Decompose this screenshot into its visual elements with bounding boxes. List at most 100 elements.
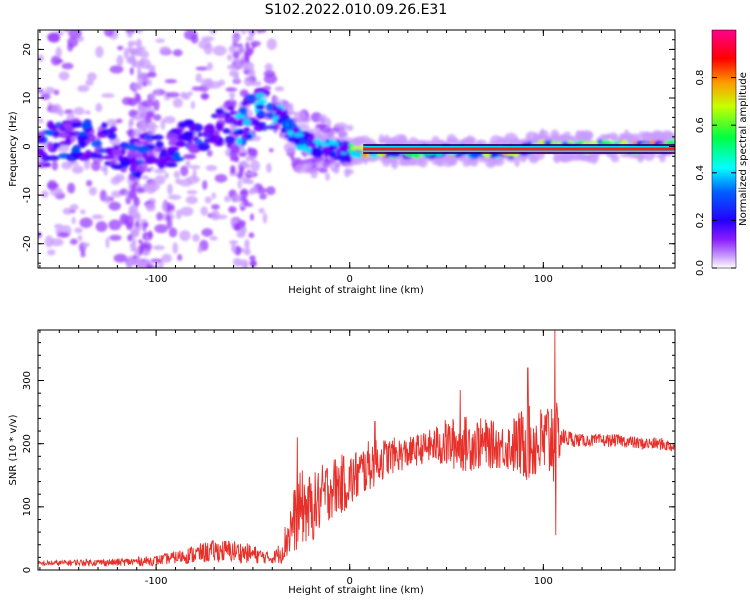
ridge-blob [143, 158, 155, 165]
ridge-blob [272, 105, 278, 111]
noise-blob [140, 100, 155, 108]
noise-blob [161, 253, 172, 263]
ridge-blob [301, 146, 311, 152]
noise-blob [471, 137, 476, 142]
noise-blob [205, 164, 218, 172]
ridge-blob [108, 159, 117, 165]
noise-blob [80, 209, 86, 215]
noise-blob [333, 167, 340, 174]
ridge-blob [265, 90, 271, 97]
noise-blob [135, 38, 142, 49]
noise-blob [183, 30, 198, 40]
noise-blob [249, 213, 255, 221]
noise-blob [238, 152, 247, 157]
ridge-blob [169, 150, 175, 156]
noise-blob [113, 253, 128, 263]
ridge-blob [84, 149, 92, 159]
noise-blob [503, 132, 518, 145]
x-tick-label: -100 [145, 274, 168, 285]
ridge-blob [58, 124, 66, 132]
ridge-blob [107, 132, 117, 140]
ridge-blob [160, 148, 168, 158]
noise-blob [179, 230, 191, 242]
noise-blob [139, 241, 152, 252]
noise-blob [130, 213, 142, 219]
noise-blob [38, 88, 45, 94]
ridge-blob [91, 139, 103, 148]
ridge-blob [258, 110, 266, 116]
noise-blob [153, 99, 160, 111]
noise-blob [290, 155, 295, 161]
y-tick-label: 200 [22, 434, 33, 453]
noise-blob [150, 258, 162, 263]
noise-blob [246, 171, 255, 176]
noise-blob [129, 117, 134, 127]
ridge-blob [308, 132, 315, 142]
ridge-blob [235, 113, 241, 120]
noise-blob [353, 136, 366, 145]
y-tick-label: 10 [22, 92, 33, 105]
noise-blob [140, 113, 145, 118]
noise-blob [256, 30, 264, 34]
noise-blob [383, 134, 391, 145]
noise-blob [310, 168, 318, 179]
noise-blob [259, 192, 267, 200]
noise-blob [100, 165, 107, 172]
colorbar-gradient [711, 29, 737, 269]
noise-blob [172, 97, 183, 108]
snr-y-axis-label: SNR (10 * v/v) [8, 414, 19, 485]
noise-blob [155, 89, 160, 96]
noise-blob [147, 230, 153, 240]
noise-blob [138, 262, 145, 268]
noise-blob [240, 21, 246, 30]
noise-blob [232, 193, 242, 203]
ridge-blob [281, 120, 288, 129]
noise-blob [601, 134, 610, 141]
noise-blob [265, 186, 276, 196]
ridge-blob [80, 121, 92, 129]
noise-blob [195, 73, 202, 83]
ridge-blob [183, 153, 197, 160]
noise-blob [248, 148, 258, 157]
noise-blob [167, 183, 173, 195]
ridge-blob [328, 151, 337, 158]
colorbar-tick-label: 0.0 [695, 260, 706, 276]
noise-blob [230, 165, 236, 174]
noise-blob [71, 165, 84, 174]
noise-blob [436, 158, 445, 167]
noise-blob [224, 195, 231, 203]
noise-blob [127, 97, 138, 107]
noise-blob [123, 47, 130, 60]
ridge-blob [120, 167, 127, 173]
ridge-blob [291, 126, 301, 134]
ridge-blob [246, 133, 253, 140]
noise-blob [105, 237, 110, 249]
noise-blob [64, 30, 69, 32]
noise-blob [264, 63, 273, 72]
noise-blob [317, 133, 329, 141]
ridge-blob [121, 145, 129, 150]
noise-blob [178, 178, 193, 187]
ridge-blob [155, 140, 164, 149]
noise-blob [87, 72, 97, 81]
noise-blob [73, 107, 85, 116]
noise-blob [69, 238, 78, 245]
noise-blob [185, 195, 198, 205]
noise-blob [205, 78, 214, 90]
noise-blob [211, 192, 216, 200]
noise-blob [108, 219, 122, 231]
ridge-blob [183, 119, 195, 126]
ridge-blob [224, 116, 237, 124]
noise-blob [77, 85, 90, 93]
noise-blob [533, 133, 538, 140]
noise-blob [144, 116, 152, 124]
noise-blob [69, 204, 79, 211]
noise-blob [448, 161, 458, 166]
noise-blob [561, 133, 566, 141]
noise-blob [610, 154, 620, 163]
noise-blob [80, 22, 89, 28]
noise-blob [250, 160, 261, 172]
noise-blob [141, 122, 147, 132]
noise-blob [386, 158, 392, 164]
snr-x-axis-label: Height of straight line (km) [288, 585, 424, 596]
